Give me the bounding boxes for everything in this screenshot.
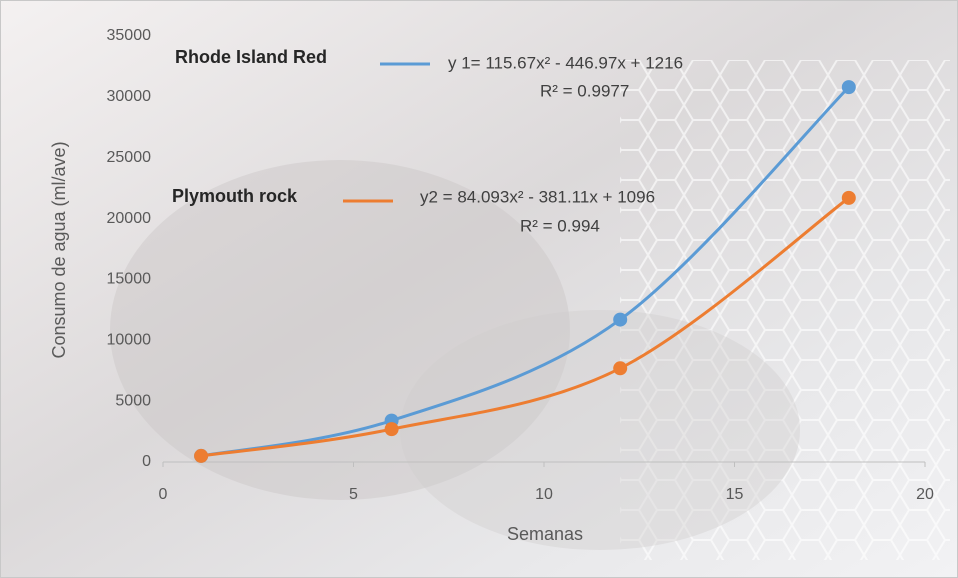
x-tick-label: 0 xyxy=(159,486,168,503)
x-tick-label: 5 xyxy=(349,486,358,503)
data-point xyxy=(842,191,856,205)
data-point xyxy=(613,313,627,327)
x-tick-label: 20 xyxy=(916,486,934,503)
data-point xyxy=(194,449,208,463)
r-squared: R² = 0.994 xyxy=(520,216,600,235)
data-point xyxy=(842,80,856,94)
y-tick-label: 15000 xyxy=(107,271,152,288)
x-tick-label: 15 xyxy=(726,486,744,503)
trend-equation: y 1= 115.67x² - 446.97x + 1216 xyxy=(448,53,683,72)
y-tick-label: 0 xyxy=(142,453,151,470)
y-tick-label: 5000 xyxy=(115,392,151,409)
legend-label: Rhode Island Red xyxy=(175,47,327,67)
data-point xyxy=(613,361,627,375)
y-tick-label: 10000 xyxy=(107,332,152,349)
data-point xyxy=(385,422,399,436)
trend-equation: y2 = 84.093x² - 381.11x + 1096 xyxy=(420,187,655,206)
x-tick-label: 10 xyxy=(535,486,553,503)
r-squared: R² = 0.9977 xyxy=(540,81,629,100)
y-axis-title: Consumo de agua (ml/ave) xyxy=(49,141,69,358)
background-shape xyxy=(400,310,800,550)
chart: Semanas Consumo de agua (ml/ave) 0 5000 10… xyxy=(0,0,958,578)
y-tick-label: 20000 xyxy=(107,210,152,227)
x-axis-title: Semanas xyxy=(507,524,583,544)
y-tick-label: 35000 xyxy=(107,27,152,44)
y-tick-label: 30000 xyxy=(107,88,152,105)
y-tick-label: 25000 xyxy=(107,149,152,166)
legend-label: Plymouth rock xyxy=(172,186,298,206)
